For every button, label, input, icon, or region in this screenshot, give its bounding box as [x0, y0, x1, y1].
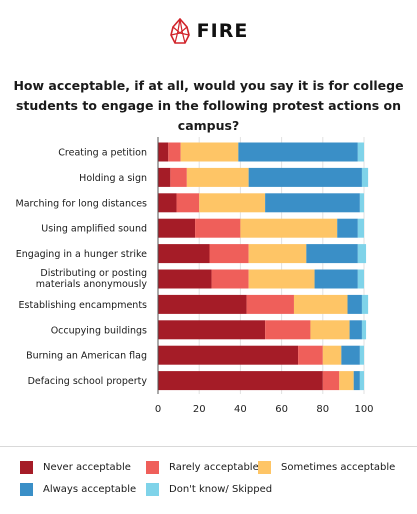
bar-segment: [248, 244, 307, 264]
category-label: Establishing encampments: [19, 300, 148, 311]
bar-segment: [180, 142, 239, 162]
bar-segment: [186, 167, 249, 187]
legend-swatch: [20, 483, 33, 496]
bar-segment: [337, 218, 358, 238]
bar-segment: [265, 320, 311, 340]
bar-segment: [240, 218, 338, 238]
bar-segment: [158, 294, 247, 314]
category-label: Marching for long distances: [16, 198, 148, 209]
category-label: Occupying buildings: [51, 325, 147, 336]
bar-segment: [347, 294, 362, 314]
bar-segment: [353, 371, 360, 391]
bar-segment: [195, 218, 241, 238]
category-label: Defacing school property: [28, 376, 148, 387]
bar-segment: [199, 193, 266, 213]
bar-segment: [158, 193, 177, 213]
bar-segment: [158, 244, 210, 264]
legend-swatch: [20, 461, 33, 474]
category-label: Distributing or posting: [40, 268, 147, 279]
bar-segment: [211, 269, 249, 289]
bar-segment: [357, 269, 364, 289]
legend-swatch: [258, 461, 271, 474]
x-tick-label: 0: [155, 404, 161, 415]
bar-segment: [314, 269, 358, 289]
bar-segment: [248, 167, 362, 187]
category-label: Engaging in a hunger strike: [16, 249, 147, 260]
legend-item: Don't know/ Skipped: [146, 483, 272, 496]
x-tick-label: 40: [234, 404, 247, 415]
bar-segment: [357, 142, 364, 162]
bar-segment: [158, 142, 169, 162]
bar-segment: [158, 345, 299, 365]
bar-segment: [349, 320, 362, 340]
legend-item: Rarely acceptable: [146, 461, 259, 474]
bar-segment: [310, 320, 350, 340]
legend-swatch: [146, 483, 159, 496]
bar-segment: [357, 218, 364, 238]
brand-logo: FIRE: [0, 18, 417, 44]
bar-segment: [306, 244, 358, 264]
bar-segment: [158, 167, 171, 187]
brand-name: FIRE: [196, 20, 249, 42]
bar-segment: [158, 269, 212, 289]
legend-label: Always acceptable: [43, 484, 137, 495]
bar-segment: [293, 294, 348, 314]
bar-segment: [176, 193, 200, 213]
bar-segment: [341, 345, 360, 365]
category-label: Holding a sign: [79, 173, 147, 184]
bar-segment: [359, 345, 364, 365]
bar-segment: [339, 371, 354, 391]
stacked-bar-chart: 0 20 40 60 80 100 Creating a petition Holding a…: [16, 137, 374, 415]
bar-segment: [322, 345, 342, 365]
category-label: Creating a petition: [58, 148, 147, 159]
x-tick-label: 60: [275, 404, 288, 415]
legend-label: Never acceptable: [43, 462, 131, 473]
bar-segment: [158, 218, 196, 238]
legend-item: Never acceptable: [20, 461, 131, 474]
bar-segment: [238, 142, 358, 162]
bar-segment: [168, 142, 181, 162]
chart-legend: Never acceptable Rarely acceptable Sometim…: [0, 446, 417, 507]
legend-swatch: [146, 461, 159, 474]
x-tick-label: 20: [193, 404, 206, 415]
legend-label: Rarely acceptable: [169, 462, 259, 473]
bar-segment: [209, 244, 249, 264]
bar-segment: [246, 294, 294, 314]
bar-segment: [361, 320, 367, 340]
bar-segment: [359, 193, 364, 213]
flame-logo-icon: [169, 18, 190, 44]
bar-segment: [361, 167, 369, 187]
bar-segment: [248, 269, 315, 289]
bar-segment: [170, 167, 187, 187]
category-label: Using amplified sound: [41, 224, 147, 235]
legend-item: Always acceptable: [20, 483, 136, 496]
bar-segment: [357, 244, 367, 264]
legend-label: Don't know/ Skipped: [169, 484, 273, 495]
bar-segment: [158, 371, 323, 391]
bar-segment: [361, 294, 369, 314]
bar-segment: [322, 371, 340, 391]
legend-item: Sometimes acceptable: [258, 461, 395, 474]
bar-segment: [158, 320, 266, 340]
chart-title: How acceptable, if at all, would you say…: [13, 78, 404, 133]
category-label: Burning an American flag: [26, 351, 147, 362]
x-tick-label: 80: [316, 404, 329, 415]
category-label: materials anonymously: [36, 279, 148, 290]
bar-segment: [298, 345, 323, 365]
x-tick-label: 100: [354, 404, 373, 415]
bar-segment: [359, 371, 364, 391]
bar-segment: [265, 193, 360, 213]
legend-label: Sometimes acceptable: [281, 462, 396, 473]
